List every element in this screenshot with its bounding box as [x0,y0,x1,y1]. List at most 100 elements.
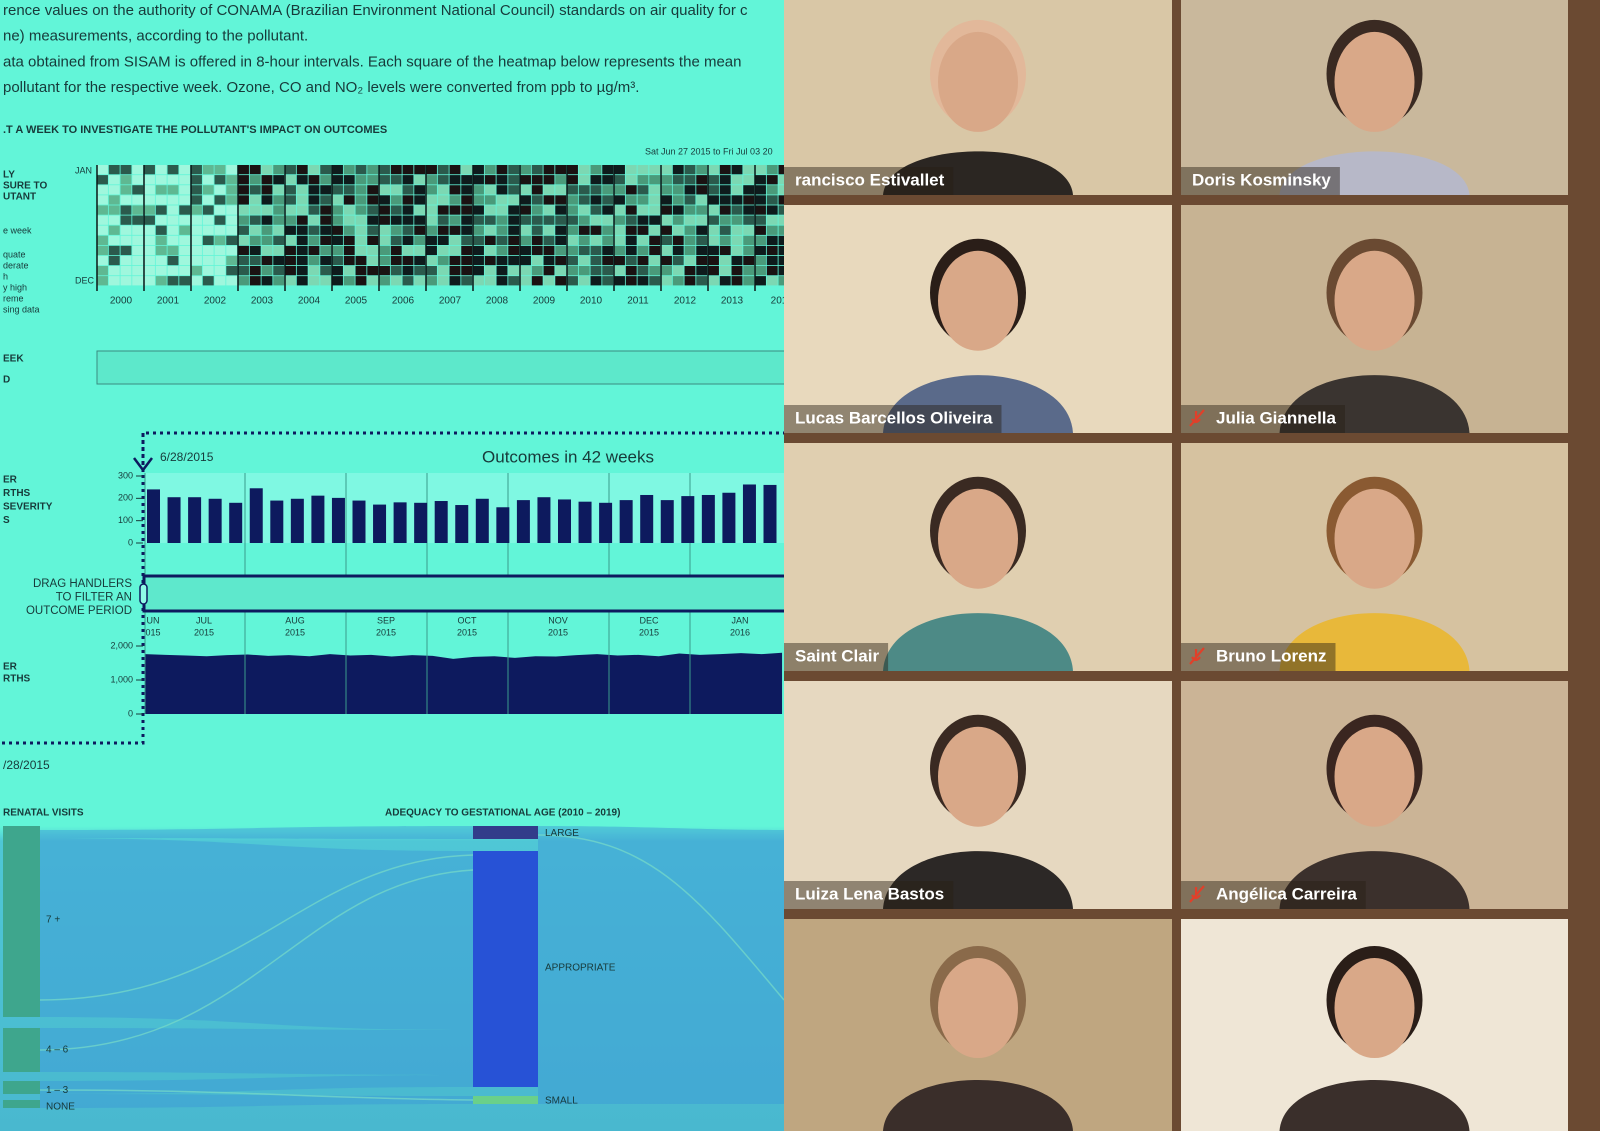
heatmap-cell [496,245,508,256]
heatmap-cell [108,165,120,175]
heatmap-cell [343,225,355,235]
heatmap-legend: quate [3,249,26,259]
heatmap-cell [531,235,543,245]
bar [455,505,469,543]
heatmap-cell [778,245,790,256]
heatmap-cell [108,276,120,286]
heatmap-cell [320,185,332,195]
bar [434,501,448,543]
heatmap-cell [191,225,202,235]
name-tag: Julia Giannella [1181,405,1345,433]
heatmap-cell [296,225,308,235]
bar [167,497,181,543]
heatmap-cell [508,215,520,225]
heatmap-cell [778,255,790,266]
heatmap-cell [508,205,520,215]
heatmap-cell [238,245,249,256]
heatmap-cell [743,165,755,175]
heatmap-cell [649,276,661,286]
heatmap-cell [731,255,743,266]
name-tag: Bruno Lorenz [1181,643,1336,671]
heatmap-cell [496,235,508,245]
heatmap-cell [696,215,708,225]
heatmap-cell [120,245,132,256]
bar [742,484,756,543]
heatmap-cell [214,255,226,266]
heatmap-cell [414,185,426,195]
heatmap-cell [355,165,367,175]
heatmap-cell [578,235,590,245]
heatmap-cell [308,215,320,225]
heatmap-cell [449,255,461,266]
heatmap-cell [672,175,684,185]
heatmap-cell [343,205,355,215]
heatmap-cell [379,165,390,175]
heatmap-cell [637,215,649,225]
week-label: EEK [3,354,24,365]
heatmap-cell [708,276,719,286]
heatmap-cell [379,225,390,235]
heatmap-cell [273,185,285,195]
heatmap-cell [402,266,414,276]
heatmap-cell [661,276,672,286]
heatmap-cell [496,225,508,235]
heatmap-cell [496,195,508,205]
sankey-node [3,1081,40,1094]
heatmap-cell [226,235,238,245]
heatmap-cell [355,175,367,185]
person-face [938,250,1018,351]
heatmap-cell [719,205,731,215]
heatmap-cell [155,185,167,195]
heatmap-cell [637,245,649,256]
heatmap-cell [144,245,155,256]
heatmap-cell [637,225,649,235]
heatmap-cell [402,245,414,256]
heatmap-cell [249,175,261,185]
heatmap-cell [731,165,743,175]
heatmap-cell [414,266,426,276]
person-face [938,31,1018,132]
heatmap-cell [191,165,202,175]
heatmap-cell [261,225,273,235]
bar [537,497,551,543]
heatmap-cell [437,276,449,286]
heatmap-cell [473,276,484,286]
heatmap-cell [367,195,379,205]
heatmap-cell [390,175,402,185]
heatmap-cell [249,235,261,245]
heatmap-cell [696,185,708,195]
heatmap-cell [567,266,578,276]
heatmap-cell [97,175,108,185]
heatmap-cell [496,215,508,225]
heatmap-cell [108,205,120,215]
heatmap-cell [120,235,132,245]
heatmap-cell [285,235,296,245]
heatmap-cell [249,215,261,225]
heatmap-cell [743,195,755,205]
heatmap-cell [261,175,273,185]
heatmap-cell [155,245,167,256]
heatmap-cell [320,175,332,185]
heatmap-cell [555,235,567,245]
bar [578,501,592,543]
heatmap-cell [97,195,108,205]
heatmap-cell [449,245,461,256]
person-face [1334,250,1415,351]
heatmap-cell [132,255,144,266]
heatmap-cell [661,205,672,215]
heatmap-cell [778,175,790,185]
heatmap-cell [743,255,755,266]
heatmap-cell [379,195,390,205]
heatmap-cell [249,225,261,235]
heatmap-cell [625,215,637,225]
heatmap-cell [355,195,367,205]
heatmap-cell [402,225,414,235]
name-tag-background [784,643,889,671]
heatmap-cell [567,225,578,235]
brush-handle[interactable] [139,583,148,605]
heatmap-cell [731,245,743,256]
heatmap-cell [449,215,461,225]
heatmap-cell [484,165,496,175]
year-label: 2008 [486,296,509,307]
